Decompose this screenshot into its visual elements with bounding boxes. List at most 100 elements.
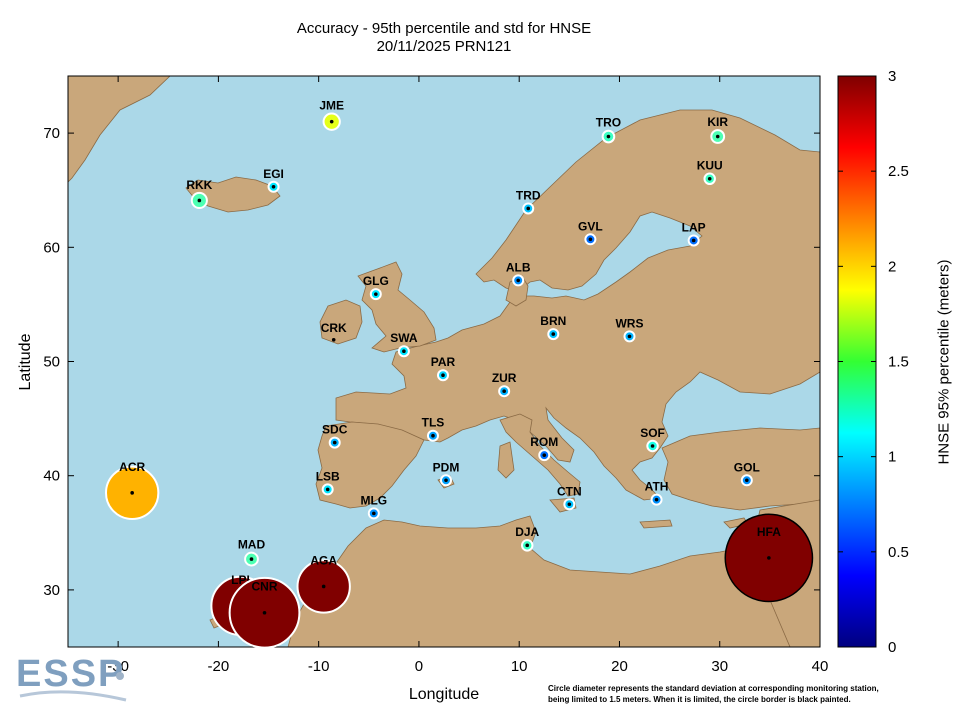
- station-dot: [627, 334, 632, 339]
- station-acr: ACR: [105, 460, 160, 520]
- station-dot: [567, 502, 572, 507]
- station-jme: JME: [319, 99, 344, 131]
- x-tick-label: -20: [208, 658, 230, 675]
- station-kir: KIR: [707, 115, 728, 144]
- logo-swoosh: [19, 690, 127, 702]
- station-mad: MAD: [238, 538, 266, 567]
- station-dot: [402, 349, 406, 354]
- station-label: PDM: [433, 460, 460, 474]
- station-rom: ROM: [530, 435, 558, 462]
- station-rkk: RKK: [186, 178, 213, 210]
- station-label: CTN: [557, 484, 582, 498]
- station-tls: TLS: [422, 416, 445, 442]
- station-label: MLG: [360, 493, 387, 507]
- station-dot: [715, 134, 720, 139]
- colorbar-tick-label: 0.5: [888, 544, 909, 561]
- title-line-2: 20/11/2025 PRN121: [376, 38, 512, 55]
- footnote: Circle diameter represents the standard …: [548, 683, 879, 705]
- station-gvl: GVL: [578, 219, 603, 246]
- station-label: CRK: [321, 321, 347, 335]
- station-lap: LAP: [682, 220, 706, 247]
- footnote-line-1: Circle diameter represents the standard …: [548, 684, 879, 693]
- station-gol: GOL: [734, 460, 760, 487]
- colorbar: [837, 75, 877, 648]
- station-label: MAD: [238, 538, 266, 552]
- station-dot: [249, 557, 254, 561]
- station-dot: [372, 511, 376, 516]
- land-iberia: [315, 421, 425, 509]
- station-label: CNR: [252, 580, 278, 594]
- station-dot: [606, 134, 611, 139]
- station-dot: [525, 543, 530, 548]
- station-label: AGA: [310, 553, 337, 567]
- chart-title: Accuracy - 95th percentile and std for H…: [68, 20, 820, 56]
- x-tick-label: 30: [711, 658, 728, 675]
- colorbar-tick-label: 1.5: [888, 354, 909, 371]
- land-europe-mainland: [335, 109, 820, 501]
- land-sardinia: [497, 441, 515, 479]
- colorbar-tick-label: 3: [888, 68, 896, 85]
- station-dot: [332, 440, 337, 445]
- logo-text: ESSP: [16, 653, 125, 695]
- colorbar-tick-label: 2: [888, 258, 896, 275]
- station-label: TRO: [596, 116, 621, 130]
- station-kuu: KUU: [697, 159, 723, 186]
- station-label: BRN: [540, 314, 566, 328]
- station-mlg: MLG: [360, 493, 387, 520]
- logo-dot: [116, 672, 124, 680]
- station-label: LAP: [682, 220, 706, 234]
- station-hfa: HFA: [724, 513, 814, 603]
- colorbar-tick-label: 2.5: [888, 163, 909, 180]
- station-dot: [329, 119, 334, 124]
- y-tick-label: 50: [43, 354, 60, 371]
- station-label: GLG: [363, 274, 389, 288]
- station-wrs: WRS: [615, 316, 643, 343]
- x-axis-label: Longitude: [408, 686, 480, 703]
- station-dot: [526, 206, 531, 211]
- station-ctn: CTN: [557, 484, 582, 511]
- station-label: ATH: [645, 480, 669, 494]
- station-dot: [321, 584, 326, 589]
- station-sdc: SDC: [322, 423, 348, 449]
- station-dot: [516, 278, 520, 283]
- x-tick-label: -30: [107, 658, 129, 675]
- station-dot: [325, 487, 330, 492]
- colorbar-tick-label: 1: [888, 449, 896, 466]
- station-label: PAR: [431, 355, 456, 369]
- station-dot: [502, 389, 506, 393]
- x-tick-label: 40: [812, 658, 829, 675]
- colorbar-ticks: 0 0.5 1 1.5 2 2.5 3: [838, 68, 909, 656]
- station-dot: [331, 338, 336, 342]
- station-dot: [588, 237, 593, 242]
- colorbar-label: HNSE 95% percentile (meters): [935, 259, 953, 465]
- station-label: EGI: [263, 167, 284, 181]
- station-brn: BRN: [540, 314, 566, 341]
- station-label: SDC: [322, 423, 348, 437]
- y-tick-label: 30: [43, 582, 60, 599]
- land-crete: [639, 519, 673, 529]
- station-dot: [707, 176, 712, 181]
- station-label: HFA: [757, 525, 781, 539]
- station-alb: ALB: [506, 260, 531, 287]
- station-dot: [130, 491, 134, 495]
- station-label: ROM: [530, 435, 558, 449]
- station-dot: [431, 433, 435, 438]
- station-label: TRD: [516, 188, 541, 202]
- station-dot: [262, 610, 267, 615]
- station-label: ACR: [119, 460, 145, 474]
- station-dot: [271, 184, 276, 189]
- station-markers: JME TRO KIR KUU EGI RKK TRD GVL LAP ALB GLG CRK BRN W…: [105, 99, 814, 649]
- station-lsb: LSB: [316, 469, 340, 496]
- station-label: GVL: [578, 219, 603, 233]
- station-label: RKK: [186, 178, 212, 192]
- station-label: JME: [319, 99, 344, 113]
- station-trd: TRD: [516, 188, 541, 215]
- station-dja: DJA: [515, 525, 540, 552]
- station-swa: SWA: [390, 331, 418, 358]
- station-cnr: CNR: [228, 576, 301, 649]
- y-axis-label: Latitude: [17, 333, 34, 391]
- title-line-1: Accuracy - 95th percentile and std for H…: [296, 20, 592, 37]
- station-dot: [745, 478, 749, 483]
- station-label: TLS: [422, 416, 445, 430]
